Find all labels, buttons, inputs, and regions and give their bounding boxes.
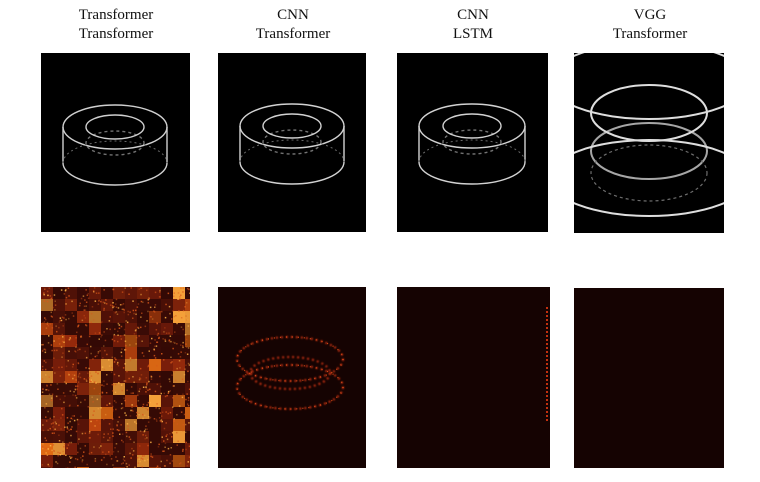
panel-r1-c4 [574,53,724,233]
col-1-decoder: Transformer [78,26,154,42]
panel-r2-c4 [574,288,724,468]
col-3-decoder: LSTM [452,26,493,42]
col-4-encoder: VGG [633,7,667,23]
panel-r1-c2 [218,53,366,232]
col-1-encoder: Transformer [78,7,154,23]
panel-r2-c1 [41,287,190,468]
col-label-1: Transformer Transformer [31,6,201,44]
panel-r1-c3 [397,53,548,232]
col-4-decoder: Transformer [612,26,688,42]
col-label-2: CNN Transformer [208,6,378,44]
col-2-decoder: Transformer [255,26,331,42]
panel-r2-c2 [218,287,366,468]
col-3-encoder: CNN [457,7,489,23]
col-label-4: VGG Transformer [565,6,735,44]
panel-r1-c1 [41,53,190,232]
panel-r2-c3 [397,287,550,468]
col-label-3: CNN LSTM [388,6,558,44]
col-2-encoder: CNN [277,7,309,23]
